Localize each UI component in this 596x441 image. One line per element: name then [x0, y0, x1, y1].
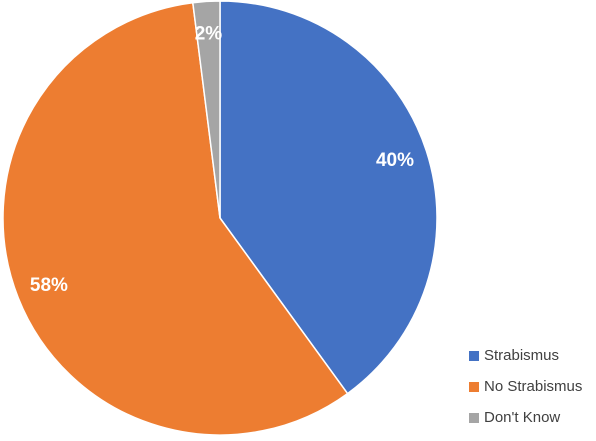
- legend-swatch: [469, 413, 479, 423]
- data-label: 40%: [376, 150, 414, 171]
- pie-slice: [219, 0, 438, 395]
- legend-swatch: [469, 351, 479, 361]
- pie-slice: [191, 0, 221, 219]
- legend-label: Strabismus: [484, 347, 559, 364]
- data-label: 58%: [30, 275, 68, 296]
- data-label: 2%: [195, 23, 223, 44]
- pie-slice: [2, 1, 349, 436]
- legend-swatch: [469, 382, 479, 392]
- legend-label: No Strabismus: [484, 378, 582, 395]
- legend-label: Don't Know: [484, 409, 560, 426]
